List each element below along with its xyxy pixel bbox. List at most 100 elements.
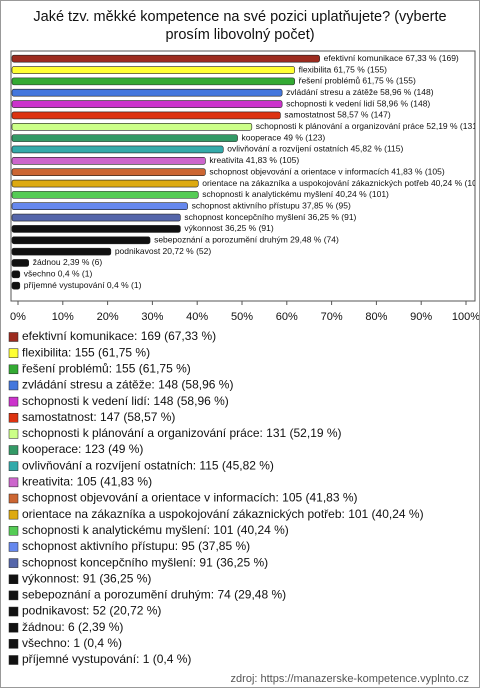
bar	[11, 66, 295, 74]
bar-label: schopnosti k vedení lidí 58,96 % (148)	[286, 98, 430, 108]
bar-label: schopnost koncepčního myšlení 36,25 % (9…	[184, 212, 356, 222]
legend-label: schopnosti k vedení lidí: 148 (58,96 %)	[22, 394, 229, 408]
bar	[11, 179, 199, 188]
legend-swatch	[8, 622, 19, 633]
x-tick-label: 0%	[10, 311, 26, 323]
bar	[11, 157, 206, 165]
bar	[11, 122, 253, 131]
bar-label: schopnosti k plánování a organizování pr…	[256, 121, 479, 131]
legend-swatch	[8, 558, 19, 568]
x-tick-label: 50%	[231, 311, 253, 323]
legend-swatch	[8, 574, 19, 584]
bar	[11, 202, 188, 211]
legend-swatch	[8, 429, 19, 439]
bar-label: orientace na zákazníka a uspokojování zá…	[202, 178, 479, 188]
bar	[11, 111, 281, 120]
bar-label: efektivní komunikace 67,33 % (169)	[324, 53, 459, 63]
legend-label: všechno: 1 (0,4 %)	[22, 636, 122, 650]
legend-swatch	[8, 542, 19, 552]
legend-label: orientace na zákazníka a uspokojování zá…	[22, 507, 424, 521]
bar-label: řešení problémů 61,75 % (155)	[299, 76, 416, 86]
bar	[11, 88, 283, 97]
legend-label: ovlivňování a rozvíjení ostatních: 115 (…	[22, 458, 274, 472]
x-tick-label: 70%	[321, 311, 343, 323]
bar-label: podnikavost 20,72 % (52)	[115, 246, 212, 256]
legend-swatch	[8, 348, 19, 358]
bar-label: schopnost objevování a orientace v infor…	[209, 166, 444, 176]
legend-label: řešení problémů: 155 (61,75 %)	[22, 361, 191, 375]
legend-swatch	[8, 655, 19, 665]
x-tick-label: 100%	[452, 311, 479, 323]
x-tick-label: 20%	[97, 311, 119, 323]
legend-label: žádnou: 6 (2,39 %)	[22, 620, 123, 634]
legend-label: podnikavost: 52 (20,72 %)	[22, 604, 161, 618]
legend-label: flexibilita: 155 (61,75 %)	[22, 345, 150, 359]
x-tick-label: 80%	[365, 311, 387, 323]
bar	[11, 100, 283, 108]
legend-swatch	[8, 396, 19, 407]
legend-swatch	[8, 590, 19, 601]
legend-label: kreativita: 105 (41,83 %)	[22, 475, 152, 489]
bar	[11, 213, 181, 222]
bar-label: kooperace 49 % (123)	[242, 132, 326, 142]
bar-label: sebepoznání a porozumění druhým 29,48 % …	[154, 235, 339, 245]
legend-label: samostatnost: 147 (58,57 %)	[22, 410, 175, 424]
bar	[11, 77, 295, 86]
legend-label: schopnosti k analytickému myšlení: 101 (…	[22, 523, 289, 537]
legend-swatch	[8, 380, 19, 391]
bar	[11, 236, 151, 245]
x-tick-label: 30%	[141, 311, 163, 323]
legend-swatch	[8, 606, 19, 617]
legend-label: schopnost koncepčního myšlení: 91 (36,25…	[22, 555, 268, 569]
legend-label: kooperace: 123 (49 %)	[22, 442, 143, 456]
legend-swatch	[8, 477, 19, 488]
x-tick-label: 40%	[186, 311, 208, 323]
x-tick-label: 60%	[276, 311, 298, 323]
legend-swatch	[8, 509, 19, 520]
legend-label: zvládání stresu a zátěže: 148 (58,96 %)	[22, 378, 233, 392]
legend-label: výkonnost: 91 (36,25 %)	[22, 571, 151, 585]
legend-swatch	[8, 364, 19, 375]
legend-swatch	[8, 445, 19, 455]
bar-label: výkonnost 36,25 % (91)	[184, 223, 273, 233]
source: zdroj: https://manazerske-kompetence.vyp…	[231, 673, 469, 685]
bar-label: všechno 0,4 % (1)	[24, 269, 93, 279]
bar	[11, 54, 320, 63]
bar	[11, 191, 199, 199]
bar	[11, 259, 30, 267]
bar	[11, 225, 181, 233]
bar	[11, 134, 238, 142]
chart-title: Jaké tzv. měkké kompetence na své pozici…	[33, 9, 447, 43]
legend-swatch	[8, 639, 19, 649]
bar	[11, 247, 112, 256]
bar-label: flexibilita 61,75 % (155)	[299, 64, 388, 74]
x-tick-label: 10%	[52, 311, 74, 323]
legend-swatch	[8, 526, 19, 536]
legend-label: schopnosti k plánování a organizování pr…	[22, 426, 342, 440]
legend-swatch	[8, 413, 19, 423]
bar-label: příjemné vystupování 0,4 % (1)	[24, 280, 142, 290]
plot-area: efektivní komunikace 67,33 % (169)flexib…	[11, 53, 479, 290]
legend-label: schopnost aktivního přístupu: 95 (37,85 …	[22, 539, 250, 553]
legend-swatch	[8, 461, 19, 471]
bar-label: žádnou 2,39 % (6)	[33, 257, 103, 267]
legend-label: sebepoznání a porozumění druhým: 74 (29,…	[22, 588, 286, 602]
bar	[11, 168, 206, 176]
bar	[11, 270, 21, 279]
legend-label: efektivní komunikace: 169 (67,33 %)	[22, 329, 216, 343]
bar-label: samostatnost 58,57 % (147)	[284, 110, 390, 120]
bar-label: ovlivňování a rozvíjení ostatních 45,82 …	[227, 144, 403, 154]
bar-label: schopnosti k analytickému myšlení 40,24 …	[202, 189, 389, 199]
legend-label: příjemné vystupování: 1 (0,4 %)	[22, 652, 191, 666]
legend-label: schopnost objevování a orientace v infor…	[22, 491, 358, 505]
bar-label: kreativita 41,83 % (105)	[209, 155, 299, 165]
legend-swatch	[8, 493, 19, 504]
bar-label: schopnost aktivního přístupu 37,85 % (95…	[192, 200, 351, 210]
x-tick-label: 90%	[410, 311, 432, 323]
legend-swatch	[8, 332, 19, 342]
bar-label: zvládání stresu a zátěže 58,96 % (148)	[286, 87, 434, 97]
bar	[11, 281, 21, 290]
bar	[11, 145, 224, 154]
